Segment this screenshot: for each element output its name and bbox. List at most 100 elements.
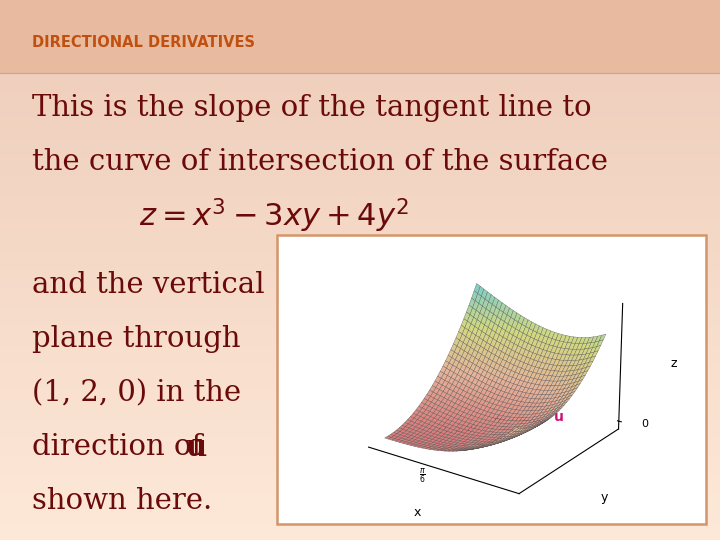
Bar bbox=[0, 137, 720, 139]
Bar bbox=[0, 367, 720, 369]
Bar bbox=[0, 475, 720, 477]
Bar bbox=[0, 80, 720, 82]
Bar bbox=[0, 375, 720, 377]
Bar bbox=[0, 394, 720, 396]
Bar bbox=[0, 519, 720, 521]
Bar bbox=[0, 470, 720, 472]
Bar bbox=[0, 536, 720, 538]
Bar bbox=[0, 279, 720, 281]
Bar bbox=[0, 33, 720, 36]
Bar bbox=[0, 0, 720, 2]
Bar bbox=[0, 49, 720, 51]
Bar bbox=[0, 126, 720, 129]
Bar bbox=[0, 298, 720, 300]
Bar bbox=[0, 120, 720, 123]
Bar bbox=[0, 393, 720, 394]
Bar bbox=[0, 451, 720, 454]
Bar bbox=[0, 487, 720, 489]
Bar bbox=[0, 30, 720, 32]
Bar bbox=[0, 0, 720, 73]
Bar bbox=[0, 435, 720, 437]
Bar bbox=[0, 274, 720, 276]
Bar bbox=[0, 409, 720, 411]
Bar bbox=[0, 165, 720, 167]
Bar bbox=[0, 396, 720, 399]
Bar bbox=[0, 496, 720, 498]
Bar bbox=[0, 414, 720, 416]
Bar bbox=[0, 32, 720, 33]
Bar bbox=[0, 53, 720, 55]
Bar bbox=[0, 107, 720, 110]
Bar bbox=[0, 42, 720, 44]
Bar bbox=[277, 235, 706, 524]
Bar bbox=[0, 209, 720, 211]
Bar bbox=[0, 430, 720, 433]
Bar bbox=[0, 228, 720, 230]
Bar bbox=[0, 112, 720, 114]
Bar bbox=[0, 95, 720, 97]
Bar bbox=[0, 261, 720, 264]
Bar bbox=[0, 449, 720, 451]
Bar bbox=[0, 405, 720, 407]
Bar bbox=[0, 255, 720, 258]
Bar bbox=[0, 129, 720, 131]
Bar bbox=[0, 59, 720, 61]
Bar bbox=[0, 158, 720, 160]
Bar bbox=[0, 211, 720, 213]
Bar bbox=[0, 152, 720, 154]
Bar bbox=[0, 135, 720, 137]
Bar bbox=[0, 538, 720, 540]
Bar bbox=[0, 300, 720, 302]
Bar bbox=[0, 331, 720, 333]
Bar bbox=[0, 346, 720, 348]
Bar bbox=[0, 489, 720, 491]
Bar bbox=[0, 245, 720, 247]
Bar bbox=[0, 468, 720, 470]
Bar bbox=[0, 247, 720, 249]
Bar bbox=[0, 4, 720, 6]
Bar bbox=[0, 102, 720, 103]
Bar bbox=[0, 141, 720, 144]
Bar bbox=[0, 242, 720, 245]
Bar bbox=[0, 86, 720, 89]
Bar bbox=[0, 19, 720, 21]
Text: the curve of intersection of the surface: the curve of intersection of the surface bbox=[32, 148, 608, 176]
Bar bbox=[0, 6, 720, 9]
Bar bbox=[0, 89, 720, 91]
Bar bbox=[0, 160, 720, 163]
Bar bbox=[0, 2, 720, 4]
Bar bbox=[0, 420, 720, 422]
Bar bbox=[0, 150, 720, 152]
Text: This is the slope of the tangent line to: This is the slope of the tangent line to bbox=[32, 94, 592, 122]
Bar bbox=[0, 325, 720, 327]
Text: and the vertical: and the vertical bbox=[32, 271, 265, 299]
Bar bbox=[0, 291, 720, 293]
Bar bbox=[0, 424, 720, 426]
Bar bbox=[0, 186, 720, 188]
Bar bbox=[0, 380, 720, 382]
Bar bbox=[0, 177, 720, 179]
Bar bbox=[0, 118, 720, 120]
Bar bbox=[0, 198, 720, 200]
Bar bbox=[0, 534, 720, 536]
Bar bbox=[0, 133, 720, 135]
Bar bbox=[0, 525, 720, 528]
Bar bbox=[0, 335, 720, 338]
Bar bbox=[0, 293, 720, 295]
Text: DIRECTIONAL DERIVATIVES: DIRECTIONAL DERIVATIVES bbox=[32, 35, 256, 50]
Bar bbox=[0, 51, 720, 53]
Bar bbox=[0, 386, 720, 388]
Bar bbox=[0, 361, 720, 363]
Bar bbox=[0, 259, 720, 261]
Bar bbox=[0, 61, 720, 63]
Bar bbox=[0, 63, 720, 65]
Bar bbox=[0, 411, 720, 414]
Bar bbox=[0, 466, 720, 468]
Bar bbox=[0, 517, 720, 519]
Bar bbox=[0, 359, 720, 361]
Bar bbox=[0, 167, 720, 168]
Bar bbox=[0, 221, 720, 224]
Bar bbox=[0, 289, 720, 291]
Bar bbox=[0, 338, 720, 340]
Bar bbox=[0, 342, 720, 344]
